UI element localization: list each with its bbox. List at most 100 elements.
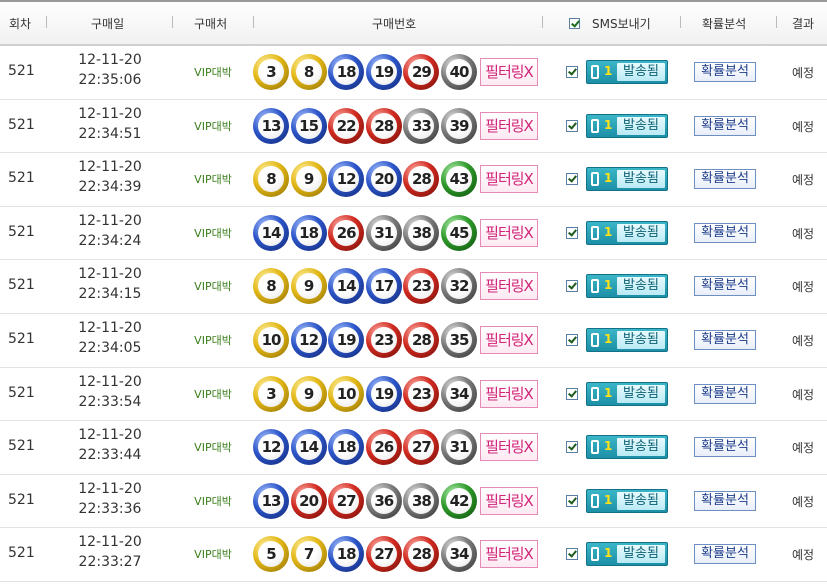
lotto-ball: 23 (365, 322, 402, 358)
lotto-ball: 18 (328, 536, 365, 573)
header-divider (680, 16, 681, 28)
lotto-ball: 28 (403, 536, 440, 573)
filter-button[interactable]: 필터링X (480, 379, 538, 408)
sms-checkbox[interactable] (566, 548, 578, 561)
filter-button[interactable]: 필터링X (480, 433, 538, 462)
sms-sent-button[interactable]: 1 발송됨 (586, 60, 668, 84)
ball-number: 8 (258, 166, 284, 193)
purchase-time: 22:34:39 (78, 179, 142, 196)
analysis-button[interactable]: 확률분석 (694, 276, 756, 297)
sms-checkbox[interactable] (566, 173, 578, 186)
lotto-ball: 28 (365, 107, 402, 144)
purchase-time: 22:34:05 (78, 340, 142, 356)
filter-button[interactable]: 필터링X (480, 111, 538, 140)
purchase-date: 12-11-20 (78, 373, 142, 390)
analysis-button[interactable]: 확률분석 (694, 222, 756, 243)
table-row: 521 12-11-20 22:34:39 VIP대박 8 9 12 20 28… (0, 153, 827, 207)
sms-sent-button[interactable]: 1 발송됨 (586, 167, 668, 192)
ball-number: 27 (370, 541, 397, 568)
lotto-ball: 29 (403, 54, 440, 90)
purchase-date: 12-11-20 (78, 320, 142, 336)
table-row: 521 12-11-20 22:34:24 VIP대박 14 18 26 31 … (0, 207, 827, 261)
lotto-ball: 3 (253, 54, 289, 90)
purchase-date: 12-11-20 (78, 427, 142, 444)
round-number: 521 (8, 277, 35, 294)
table-row: 521 12-11-20 22:33:54 VIP대박 3 9 10 19 23… (0, 368, 827, 422)
purchase-time: 22:33:44 (78, 447, 142, 464)
lotto-ball: 45 (441, 214, 477, 251)
ball-number: 28 (370, 112, 397, 139)
lotto-ball: 10 (328, 375, 365, 412)
header-buy-date: 구매일 (91, 17, 125, 31)
sms-sent-button[interactable]: 1 발송됨 (586, 435, 668, 460)
analysis-button[interactable]: 확률분석 (694, 490, 756, 511)
ball-number: 5 (258, 541, 284, 568)
ball-number: 18 (295, 219, 322, 246)
analysis-button[interactable]: 확률분석 (694, 330, 756, 350)
filter-button[interactable]: 필터링X (480, 165, 538, 194)
analysis-button[interactable]: 확률분석 (694, 437, 756, 458)
lotto-ball: 35 (441, 322, 477, 358)
select-all-checkbox[interactable] (569, 18, 580, 29)
sms-checkbox[interactable] (566, 441, 578, 454)
filter-button[interactable]: 필터링X (480, 486, 538, 515)
purchase-time: 22:34:15 (78, 286, 142, 303)
sms-checkbox[interactable] (566, 387, 578, 400)
sms-count: 1 (604, 439, 613, 454)
purchase-date: 12-11-20 (78, 534, 142, 551)
header-divider (172, 16, 173, 28)
ball-number: 7 (295, 541, 322, 568)
sms-sent-button[interactable]: 1 발송됨 (586, 488, 668, 513)
result-status: 예정 (791, 119, 815, 134)
round-number: 521 (8, 331, 35, 347)
lotto-ball: 32 (441, 268, 477, 305)
filter-button[interactable]: 필터링X (480, 326, 538, 354)
store-name: VIP대박 (194, 280, 232, 294)
sms-checkbox[interactable] (566, 280, 578, 293)
sms-status-label: 발송됨 (617, 331, 665, 349)
header-divider (542, 16, 543, 28)
purchase-date: 12-11-20 (78, 105, 142, 122)
round-number: 521 (8, 545, 35, 562)
round-number: 521 (8, 170, 35, 187)
sms-checkbox[interactable] (566, 226, 578, 239)
lotto-ball: 13 (253, 107, 289, 144)
sms-sent-button[interactable]: 1 발송됨 (586, 542, 668, 567)
analysis-button[interactable]: 확률분석 (694, 62, 756, 82)
sms-sent-button[interactable]: 1 발송됨 (586, 113, 668, 138)
table-header: 회차 구매일 구매처 구매번호 SMS보내기 확률분석 결과 (0, 0, 827, 46)
sms-checkbox[interactable] (566, 494, 578, 507)
lotto-ball: 19 (365, 375, 402, 412)
ball-number: 14 (333, 273, 360, 300)
ball-number: 28 (408, 327, 435, 353)
sms-status-label: 발송됨 (617, 545, 665, 564)
lotto-ball: 28 (403, 322, 440, 358)
ball-number: 38 (408, 487, 435, 514)
analysis-button[interactable]: 확률분석 (694, 169, 756, 190)
filter-button[interactable]: 필터링X (480, 272, 538, 301)
ball-number: 40 (446, 59, 472, 85)
lotto-ball: 20 (290, 482, 327, 519)
lotto-ball: 39 (441, 107, 477, 144)
sms-checkbox[interactable] (566, 66, 578, 78)
lotto-ball: 12 (253, 429, 289, 466)
store-name: VIP대박 (194, 226, 232, 240)
sms-checkbox[interactable] (566, 119, 578, 132)
filter-button[interactable]: 필터링X (480, 218, 538, 247)
sms-sent-button[interactable]: 1 발송됨 (586, 328, 668, 352)
ball-number: 14 (258, 219, 284, 246)
sms-sent-button[interactable]: 1 발송됨 (586, 274, 668, 299)
ball-number: 15 (295, 112, 322, 139)
filter-button[interactable]: 필터링X (480, 540, 538, 569)
analysis-button[interactable]: 확률분석 (694, 544, 756, 565)
table-row: 521 12-11-20 22:35:06 VIP대박 3 8 18 19 29… (0, 46, 827, 100)
sms-checkbox[interactable] (566, 334, 578, 346)
lotto-ball: 14 (328, 268, 365, 305)
analysis-button[interactable]: 확률분석 (694, 115, 756, 136)
analysis-button[interactable]: 확률분석 (694, 383, 756, 404)
sms-sent-button[interactable]: 1 발송됨 (586, 381, 668, 406)
filter-button[interactable]: 필터링X (480, 58, 538, 86)
sms-count: 1 (604, 171, 613, 186)
sms-sent-button[interactable]: 1 발송됨 (586, 220, 668, 245)
result-status: 예정 (791, 66, 815, 80)
